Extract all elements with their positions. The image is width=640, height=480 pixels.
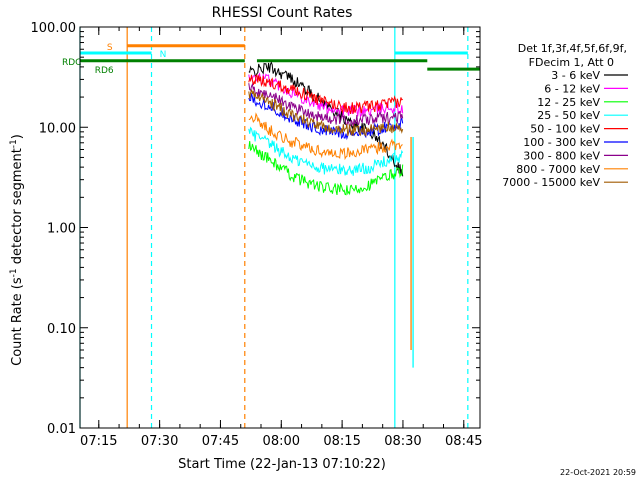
x-tick-label: 07:15	[80, 434, 117, 449]
series-1-line	[248, 72, 404, 119]
x-tick-label: 08:15	[323, 434, 360, 449]
x-tick-label: 08:00	[263, 434, 300, 449]
annotation-rd6: RD6	[95, 66, 114, 76]
plot-frame	[79, 26, 481, 429]
annotation-rdc: RDC	[62, 58, 81, 68]
legend-label: 7000 - 15000 keV	[502, 176, 600, 189]
y-tick-label: 10.00	[39, 121, 76, 136]
y-tick-label: 100.00	[31, 21, 77, 36]
legend-label: 3 - 6 keV	[551, 69, 600, 82]
annotation-s: S	[107, 43, 113, 53]
legend-header-line2: FDecim 1, Att 0	[529, 56, 614, 69]
legend-label: 25 - 50 keV	[537, 109, 600, 122]
series-7-line	[248, 112, 403, 161]
legend-label: 12 - 25 keV	[537, 96, 600, 109]
legend-label: 6 - 12 keV	[544, 82, 600, 95]
series-4-line	[248, 74, 404, 114]
x-tick-label: 08:45	[445, 434, 482, 449]
legend-label: 50 - 100 keV	[530, 123, 600, 136]
series-lines	[248, 61, 414, 368]
legend-label: 300 - 800 keV	[523, 149, 600, 162]
x-tick-label: 07:30	[141, 434, 178, 449]
y-tick-label: 0.10	[47, 322, 76, 337]
x-tick-label: 08:30	[384, 434, 421, 449]
axes: 100.00 10.00 1.00 0.10 0.01 07:15 07:30 07:45 08…	[31, 21, 483, 449]
legend-label: 800 - 7000 keV	[516, 163, 600, 176]
x-tick-label: 07:45	[202, 434, 239, 449]
legend-header-line1: Det 1f,3f,4f,5f,6f,9f,	[518, 42, 627, 55]
y-tick-label: 0.01	[47, 422, 76, 437]
series-2-line	[248, 140, 404, 196]
series-6-line	[248, 82, 404, 129]
y-tick-label: 1.00	[47, 222, 76, 237]
series-8-line	[248, 89, 404, 137]
annotation-n: N	[160, 50, 167, 60]
legend-label: 100 - 300 keV	[523, 136, 600, 149]
footer-timestamp: 22-Oct-2021 20:59	[560, 468, 636, 477]
y-axis-label: Count Rate (s-1 detector segment-1)	[9, 134, 25, 366]
series-3-line	[248, 126, 404, 176]
plot-area: S N RDC RD6	[62, 27, 469, 428]
x-axis-label: Start Time (22-Jan-13 07:10:22)	[178, 457, 386, 472]
chart-title: RHESSI Count Rates	[212, 5, 353, 21]
attenuator-bars	[80, 44, 480, 71]
